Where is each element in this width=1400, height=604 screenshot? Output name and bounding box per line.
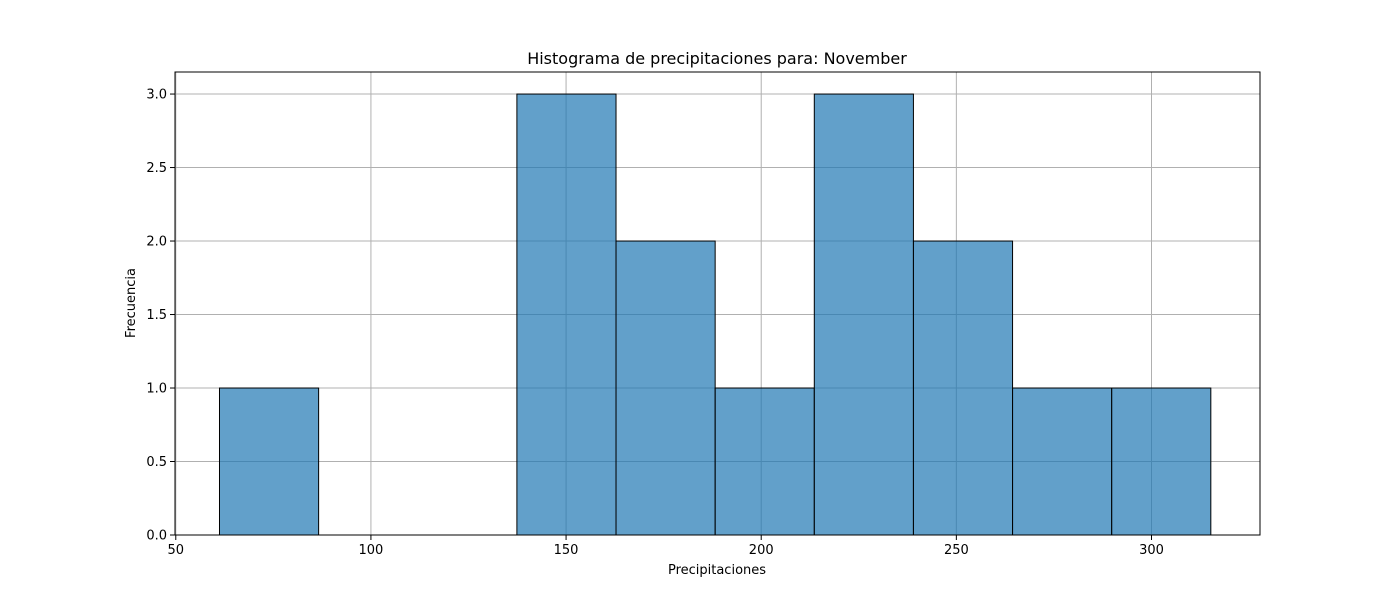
bars-layer <box>218 93 1212 536</box>
histogram-bar <box>615 240 716 536</box>
x-tick-label: 150 <box>554 543 579 558</box>
axes-layer <box>170 71 1261 540</box>
histogram-bar <box>1111 387 1212 536</box>
x-tick-label: 300 <box>1139 543 1164 558</box>
y-tick-label: 1.5 <box>146 308 167 323</box>
histogram-bar <box>714 387 815 536</box>
labels-layer: Histograma de precipitaciones para: Nove… <box>124 49 1164 578</box>
y-tick-label: 0.0 <box>146 529 167 544</box>
plot-frame <box>174 71 1261 536</box>
chart-title: Histograma de precipitaciones para: Nove… <box>527 49 907 68</box>
y-tick-label: 2.5 <box>146 161 167 176</box>
histogram-bar <box>1012 387 1113 536</box>
x-axis-title: Precipitaciones <box>668 563 766 578</box>
histogram-bar <box>218 387 320 536</box>
x-tick-label: 250 <box>944 543 969 558</box>
histogram-bar <box>912 240 1014 536</box>
y-tick-label: 3.0 <box>146 88 167 103</box>
x-tick-label: 100 <box>359 543 384 558</box>
x-tick-label: 200 <box>749 543 774 558</box>
histogram-bar <box>516 93 617 536</box>
y-axis-title: Frecuencia <box>124 268 139 338</box>
x-tick-label: 50 <box>168 543 185 558</box>
y-tick-label: 1.0 <box>146 382 167 397</box>
histogram-bar <box>813 93 914 536</box>
y-tick-label: 2.0 <box>146 235 167 250</box>
y-tick-label: 0.5 <box>146 455 167 470</box>
